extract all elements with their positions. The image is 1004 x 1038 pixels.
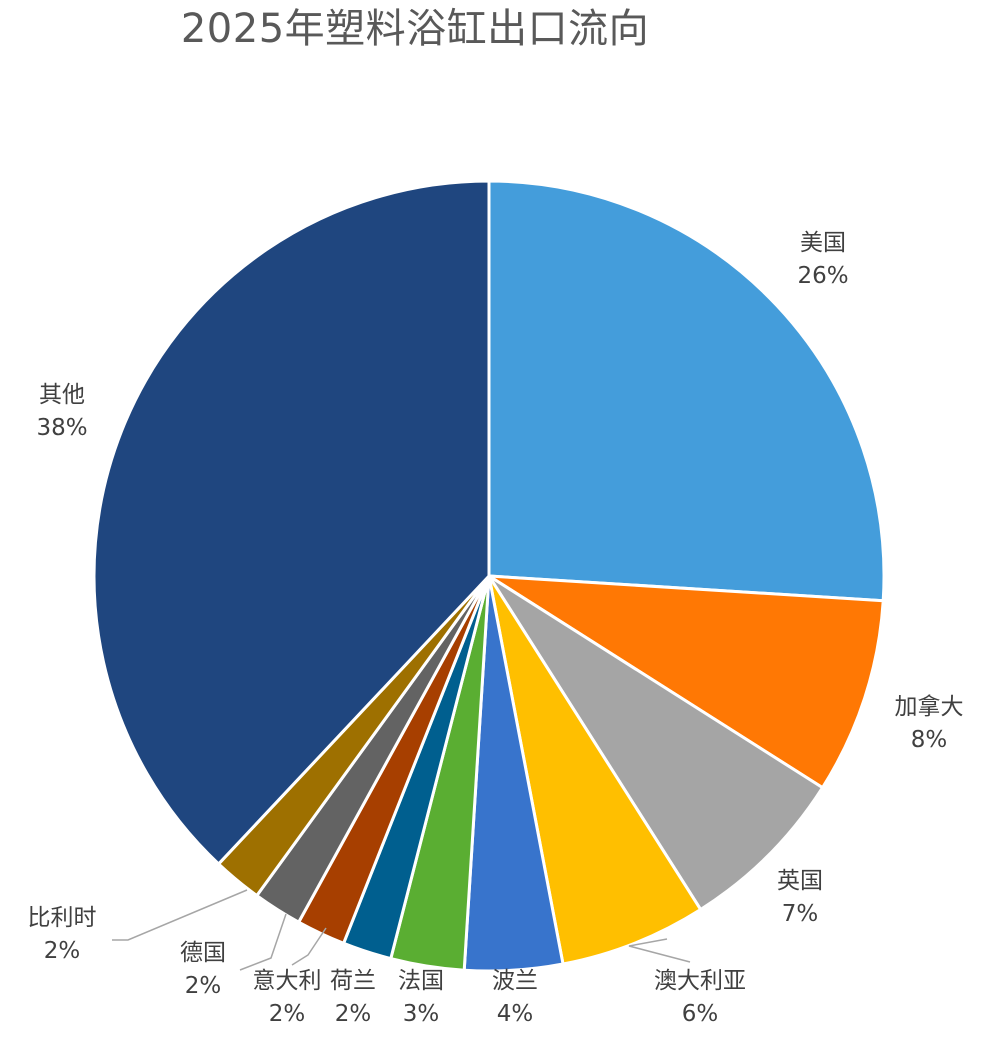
chart-title: 2025年塑料浴缸出口流向 xyxy=(180,6,650,52)
data-label-category: 美国 xyxy=(800,230,846,256)
leader-line xyxy=(112,889,248,941)
leader-line xyxy=(628,938,691,963)
data-label-percent: 6% xyxy=(682,1001,719,1027)
data-label-percent: 2% xyxy=(269,1001,306,1027)
data-label-percent: 4% xyxy=(497,1001,534,1027)
leader-line xyxy=(239,913,287,971)
leader-line xyxy=(291,927,327,966)
data-label-percent: 38% xyxy=(36,415,87,441)
data-labels: 美国 26% 加拿大 8% 英国 7% 澳大利亚 6% 波兰 4% 法国 3% 荷兰 2% 意大利 2% 德国 2… xyxy=(28,230,964,1027)
data-label-category: 比利时 xyxy=(28,905,97,931)
data-label-percent: 2% xyxy=(335,1001,372,1027)
data-label-category: 其他 xyxy=(39,382,85,408)
data-label-category: 意大利 xyxy=(253,968,322,994)
data-label-category: 德国 xyxy=(180,940,226,966)
data-label-category: 英国 xyxy=(777,868,823,894)
data-label-percent: 2% xyxy=(44,938,81,964)
pie-slice xyxy=(487,179,886,603)
data-label-category: 加拿大 xyxy=(895,693,964,720)
data-label-percent: 7% xyxy=(782,901,819,927)
data-label-category: 荷兰 xyxy=(330,968,376,994)
pie-slices xyxy=(92,179,886,973)
leader-lines xyxy=(112,889,691,971)
data-label-percent: 8% xyxy=(911,727,948,753)
pie-slice xyxy=(487,574,703,966)
data-label-category: 法国 xyxy=(398,968,444,994)
pie-slice xyxy=(92,179,491,866)
data-label-percent: 3% xyxy=(403,1001,440,1027)
pie-slice xyxy=(487,574,885,790)
pie-slice xyxy=(487,574,825,912)
data-label-category: 波兰 xyxy=(492,968,538,994)
data-label-percent: 26% xyxy=(797,263,848,289)
data-label-percent: 2% xyxy=(185,973,222,999)
data-label-category: 澳大利亚 xyxy=(654,968,746,994)
